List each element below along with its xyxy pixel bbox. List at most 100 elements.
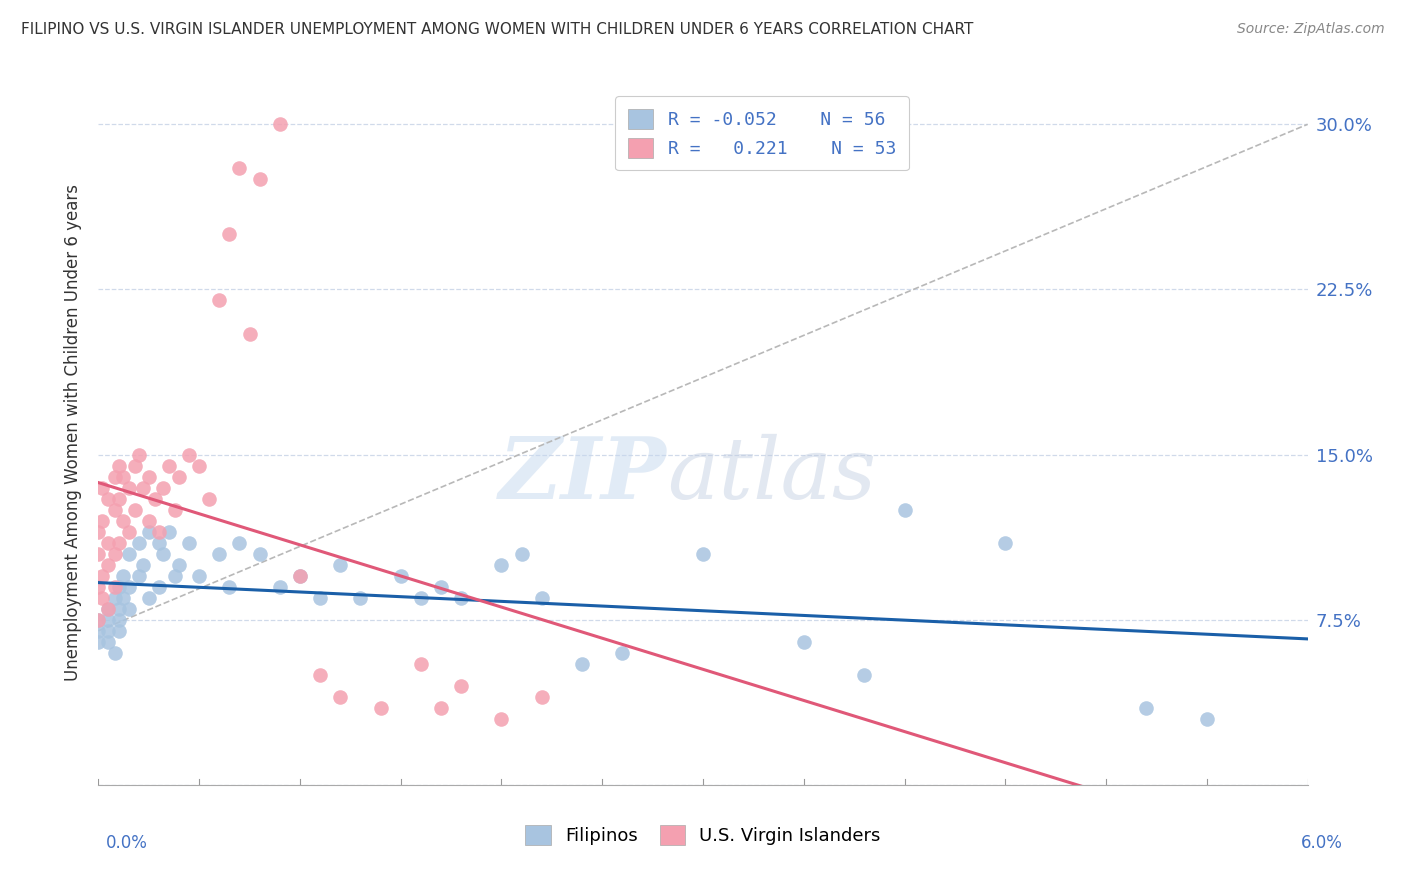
Point: [893, 502, 915, 516]
Point: [118, 524, 141, 539]
Point: [450, 679, 472, 693]
Point: [167, 558, 190, 572]
Point: [198, 491, 221, 506]
Point: [107, 491, 129, 506]
Point: [103, 591, 125, 605]
Point: [612, 646, 634, 660]
Point: [107, 624, 129, 638]
Point: [103, 469, 125, 483]
Point: [97, 601, 120, 615]
Point: [97, 624, 120, 638]
Point: [349, 591, 371, 605]
Point: [118, 547, 141, 561]
Point: [107, 601, 129, 615]
Point: [228, 535, 250, 549]
Point: [188, 458, 211, 473]
Point: [97, 558, 120, 572]
Point: [128, 568, 150, 582]
Point: [103, 646, 125, 660]
Point: [167, 469, 190, 483]
Point: [152, 547, 174, 561]
Point: [128, 448, 150, 462]
Point: [208, 293, 231, 308]
Point: [87, 547, 110, 561]
Point: [179, 535, 201, 549]
Point: [157, 458, 180, 473]
Point: [163, 568, 186, 582]
Point: [450, 591, 472, 605]
Point: [491, 558, 513, 572]
Point: [249, 172, 271, 186]
Point: [124, 458, 146, 473]
Point: [118, 601, 141, 615]
Point: [370, 701, 392, 715]
Point: [118, 580, 141, 594]
Point: [87, 635, 110, 649]
Point: [124, 502, 146, 516]
Point: [111, 469, 134, 483]
Point: [118, 481, 141, 495]
Point: [148, 580, 170, 594]
Point: [107, 458, 129, 473]
Point: [148, 535, 170, 549]
Point: [530, 690, 553, 704]
Point: [111, 591, 134, 605]
Point: [269, 580, 291, 594]
Point: [793, 635, 815, 649]
Text: ZIP: ZIP: [499, 434, 666, 516]
Point: [103, 580, 125, 594]
Point: [409, 591, 432, 605]
Point: [309, 591, 332, 605]
Point: [128, 535, 150, 549]
Point: [491, 712, 513, 726]
Point: [218, 580, 240, 594]
Point: [179, 448, 201, 462]
Text: 6.0%: 6.0%: [1301, 834, 1343, 852]
Point: [1135, 701, 1157, 715]
Text: atlas: atlas: [666, 434, 876, 516]
Point: [91, 568, 114, 582]
Point: [389, 568, 412, 582]
Point: [288, 568, 311, 582]
Point: [218, 227, 240, 242]
Point: [138, 514, 160, 528]
Point: [97, 635, 120, 649]
Point: [103, 547, 125, 561]
Point: [329, 558, 352, 572]
Point: [430, 580, 453, 594]
Point: [853, 668, 876, 682]
Point: [571, 657, 593, 671]
Point: [152, 481, 174, 495]
Point: [692, 547, 714, 561]
Point: [97, 535, 120, 549]
Point: [87, 524, 110, 539]
Point: [510, 547, 533, 561]
Point: [91, 514, 114, 528]
Point: [87, 624, 110, 638]
Point: [97, 613, 120, 627]
Point: [329, 690, 352, 704]
Point: [107, 613, 129, 627]
Point: [143, 491, 166, 506]
Point: [97, 601, 120, 615]
Point: [208, 547, 231, 561]
Point: [409, 657, 432, 671]
Point: [138, 469, 160, 483]
Point: [249, 547, 271, 561]
Y-axis label: Unemployment Among Women with Children Under 6 years: Unemployment Among Women with Children U…: [65, 184, 83, 681]
Point: [188, 568, 211, 582]
Text: Source: ZipAtlas.com: Source: ZipAtlas.com: [1237, 22, 1385, 37]
Point: [994, 535, 1017, 549]
Point: [138, 524, 160, 539]
Point: [87, 580, 110, 594]
Point: [87, 613, 110, 627]
Point: [228, 161, 250, 176]
Point: [132, 558, 155, 572]
Point: [91, 481, 114, 495]
Point: [148, 524, 170, 539]
Point: [97, 491, 120, 506]
Point: [239, 326, 262, 341]
Point: [430, 701, 453, 715]
Point: [111, 568, 134, 582]
Legend: R = -0.052    N = 56, R =   0.221    N = 53: R = -0.052 N = 56, R = 0.221 N = 53: [616, 96, 908, 170]
